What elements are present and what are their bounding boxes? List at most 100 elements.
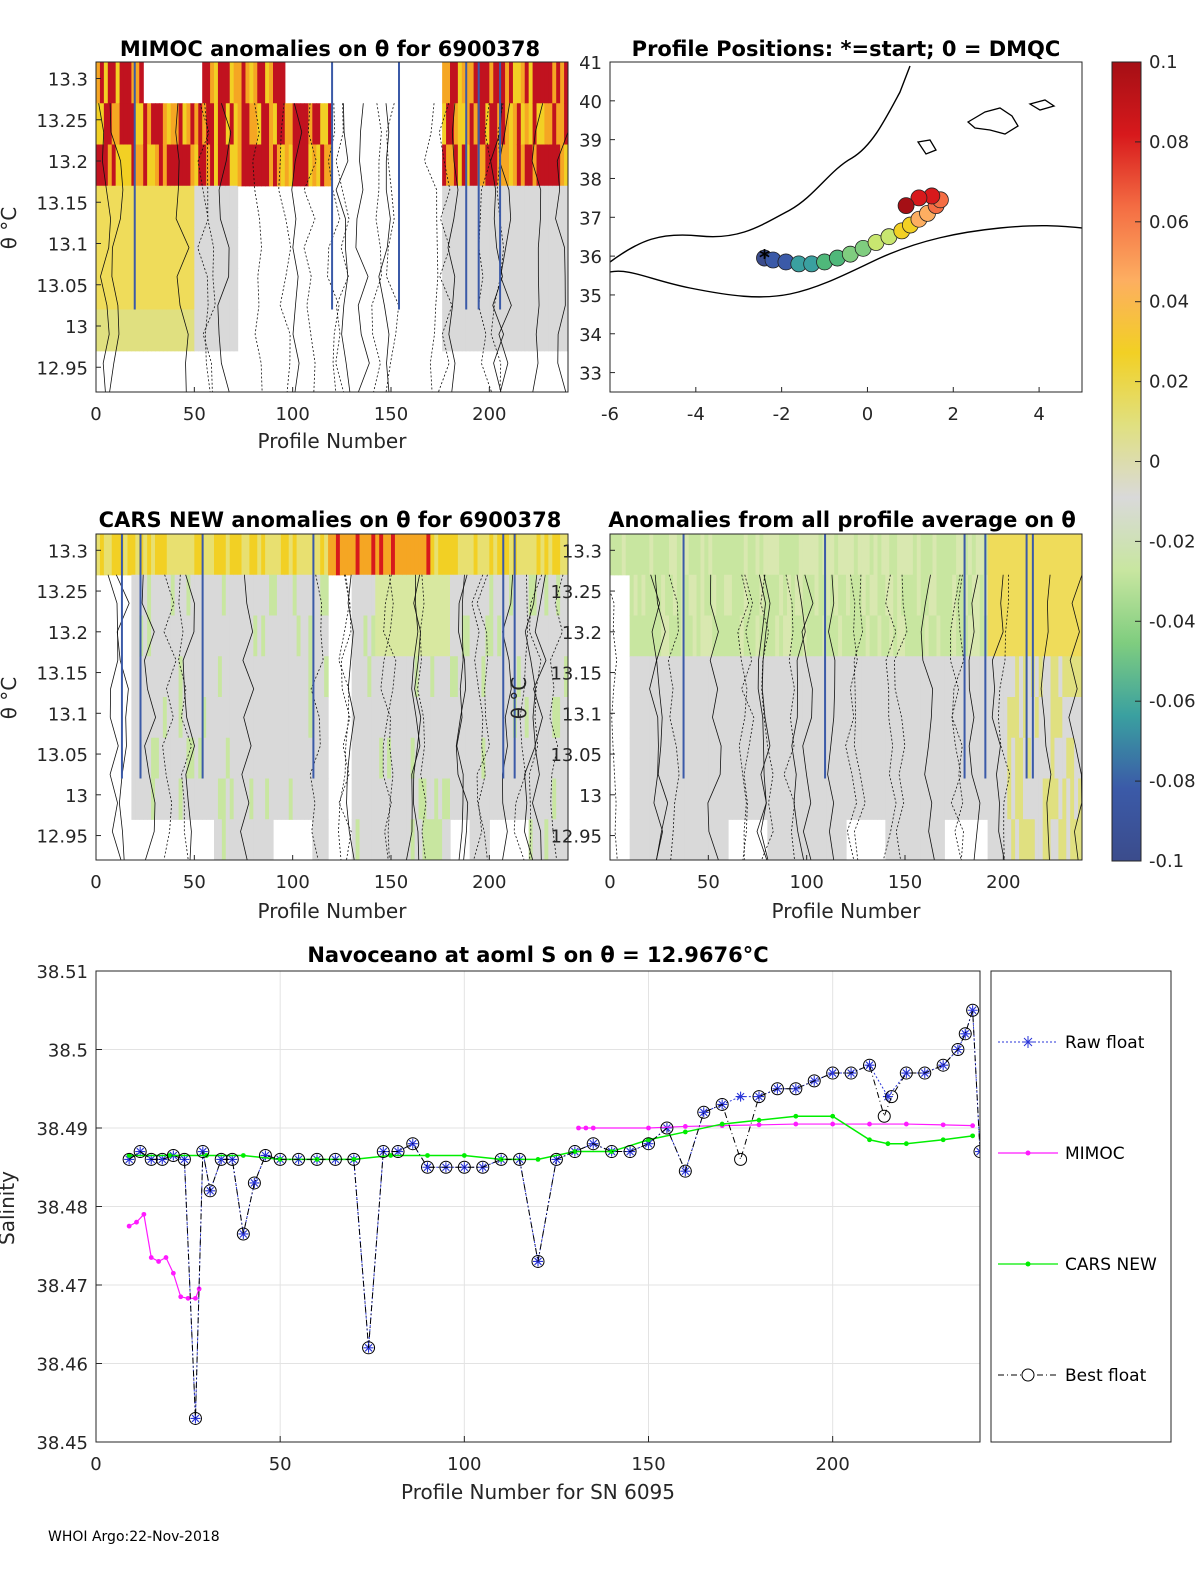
heatmap-cell [214, 309, 219, 352]
heatmap-cell [147, 778, 152, 820]
heatmap-cell [556, 309, 561, 352]
heatmap-cell [174, 268, 180, 311]
heatmap-cell [696, 534, 702, 576]
mimoc-point [141, 1211, 147, 1217]
heatmap-cell [186, 185, 191, 228]
heatmap-cell [629, 656, 635, 698]
heatmap-cell [383, 615, 388, 657]
heatmap-cell [186, 615, 191, 657]
heatmap-cell [453, 309, 459, 352]
heatmap-cell [916, 574, 922, 617]
heatmap-cell [269, 778, 274, 820]
heatmap-cell [276, 103, 282, 146]
heatmap-cell [143, 697, 148, 739]
heatmap-cell [560, 819, 565, 860]
heatmap-cell [501, 778, 506, 820]
heatmap-cell [481, 309, 486, 352]
heatmap-cell [798, 615, 804, 657]
heatmap-cell [280, 697, 286, 739]
heatmap-cell [1007, 737, 1012, 780]
y-tick-label: 41 [579, 53, 602, 74]
heatmap-cell [391, 615, 396, 657]
heatmap-cell [975, 778, 981, 820]
heatmap-cell [162, 185, 168, 228]
heatmap-cell [979, 778, 985, 820]
heatmap-cell [979, 534, 985, 576]
heatmap-cell [637, 819, 643, 860]
heatmap-cell [442, 819, 447, 860]
heatmap-cell [633, 615, 639, 657]
y-tick-label: 33 [579, 364, 602, 385]
heatmap-cell [755, 656, 761, 698]
heatmap-cell [912, 778, 918, 820]
heatmap-cell [704, 697, 709, 739]
heatmap-cell [975, 697, 981, 739]
heatmap-cell [505, 268, 510, 311]
heatmap-cell [505, 778, 510, 820]
heatmap-cell [802, 534, 808, 576]
cars-point [535, 1157, 541, 1162]
heatmap-cell [936, 534, 941, 576]
heatmap-cell [532, 737, 538, 780]
heatmap-cell [692, 819, 698, 860]
heatmap-cell [924, 534, 930, 576]
heatmap-cell [304, 656, 309, 698]
raw-point [960, 1028, 971, 1039]
salinity-series [122, 1003, 980, 1425]
heatmap-cell [155, 737, 160, 780]
heatmap-cell [1026, 656, 1032, 698]
heatmap-cell [728, 737, 733, 780]
heatmap-cell [869, 778, 875, 820]
heatmap-cell [253, 778, 258, 820]
heatmap-cell [225, 227, 231, 269]
heatmap-cell [912, 534, 918, 576]
heatmap-cell [139, 309, 144, 352]
heatmap-cell [379, 615, 384, 657]
heatmap-cell [665, 615, 670, 657]
heatmap-cell [489, 62, 494, 104]
heatmap-cell [1066, 819, 1071, 860]
heatmap-cell [497, 778, 502, 820]
contour-line [371, 103, 382, 392]
heatmap-cell [367, 778, 372, 820]
heatmap-cell [151, 534, 156, 576]
heatmap-cell [280, 615, 286, 657]
heatmap-cell [1034, 697, 1040, 739]
heatmap-cell [394, 656, 400, 698]
heatmap-cell [1042, 656, 1048, 698]
heatmap-cell [245, 62, 250, 104]
heatmap-cell [657, 819, 662, 860]
heatmap-cell [1042, 697, 1048, 739]
heatmap-cell [292, 103, 298, 146]
heatmap-cell [363, 615, 368, 657]
heatmap-cell [1015, 778, 1020, 820]
heatmap-cell [210, 778, 215, 820]
best-point [973, 1145, 980, 1159]
heatmap-cell [269, 656, 274, 698]
heatmap-cell [1062, 615, 1067, 657]
heatmap-cell [794, 615, 800, 657]
heatmap-cell [536, 778, 542, 820]
heatmap-cell [735, 737, 741, 780]
heatmap-cell [422, 656, 427, 698]
heatmap-cell [814, 819, 820, 860]
heatmap-cell [214, 103, 219, 146]
heatmap-cell [261, 778, 266, 820]
heatmap-cell [916, 534, 922, 576]
heatmap-cell [450, 185, 455, 228]
heatmap-cell [237, 737, 243, 780]
heatmap-cell [457, 778, 463, 820]
heatmap-cell [135, 615, 140, 657]
heatmap-cell [849, 615, 855, 657]
legend-label: CARS NEW [1065, 1255, 1157, 1275]
heatmap-cell [316, 737, 321, 780]
heatmap-cell [257, 534, 262, 576]
heatmap-cell [928, 819, 934, 860]
heatmap-cell [1054, 574, 1059, 617]
heatmap-cell [304, 534, 309, 576]
heatmap-cell [190, 185, 195, 228]
heatmap-cell [371, 574, 376, 617]
heatmap-cell [166, 103, 172, 146]
heatmap-cell [893, 656, 898, 698]
